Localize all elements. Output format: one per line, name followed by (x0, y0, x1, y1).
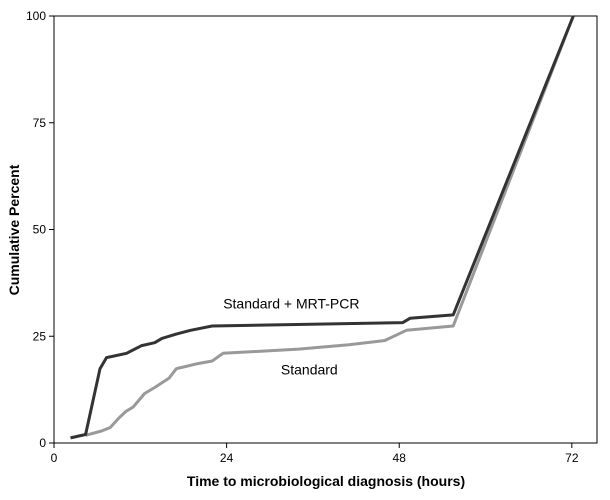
series-line-1 (85, 15, 575, 437)
y-tick-label: 25 (33, 329, 47, 343)
y-axis: 0 25 50 75 100 (26, 9, 54, 450)
x-tick-label: 72 (565, 451, 579, 465)
series-layer (70, 15, 575, 440)
plot-area (53, 15, 598, 444)
x-axis-title: Time to microbiological diagnosis (hours… (187, 473, 465, 489)
y-tick-label: 0 (39, 436, 46, 450)
annotation-layer: Standard + MRT-PCR Standard (223, 295, 359, 377)
series-label-0: Standard + MRT-PCR (223, 295, 359, 311)
y-tick-label: 100 (26, 9, 46, 23)
x-tick-label: 24 (220, 451, 234, 465)
x-tick-label: 48 (393, 451, 407, 465)
series-label-1: Standard (281, 362, 338, 378)
series-line-0 (70, 15, 575, 440)
x-axis: 0 24 48 72 (51, 443, 579, 465)
x-tick-label: 0 (51, 451, 58, 465)
y-axis-title: Cumulative Percent (6, 164, 22, 295)
y-tick-label: 50 (33, 223, 47, 237)
y-tick-label: 75 (33, 116, 47, 130)
